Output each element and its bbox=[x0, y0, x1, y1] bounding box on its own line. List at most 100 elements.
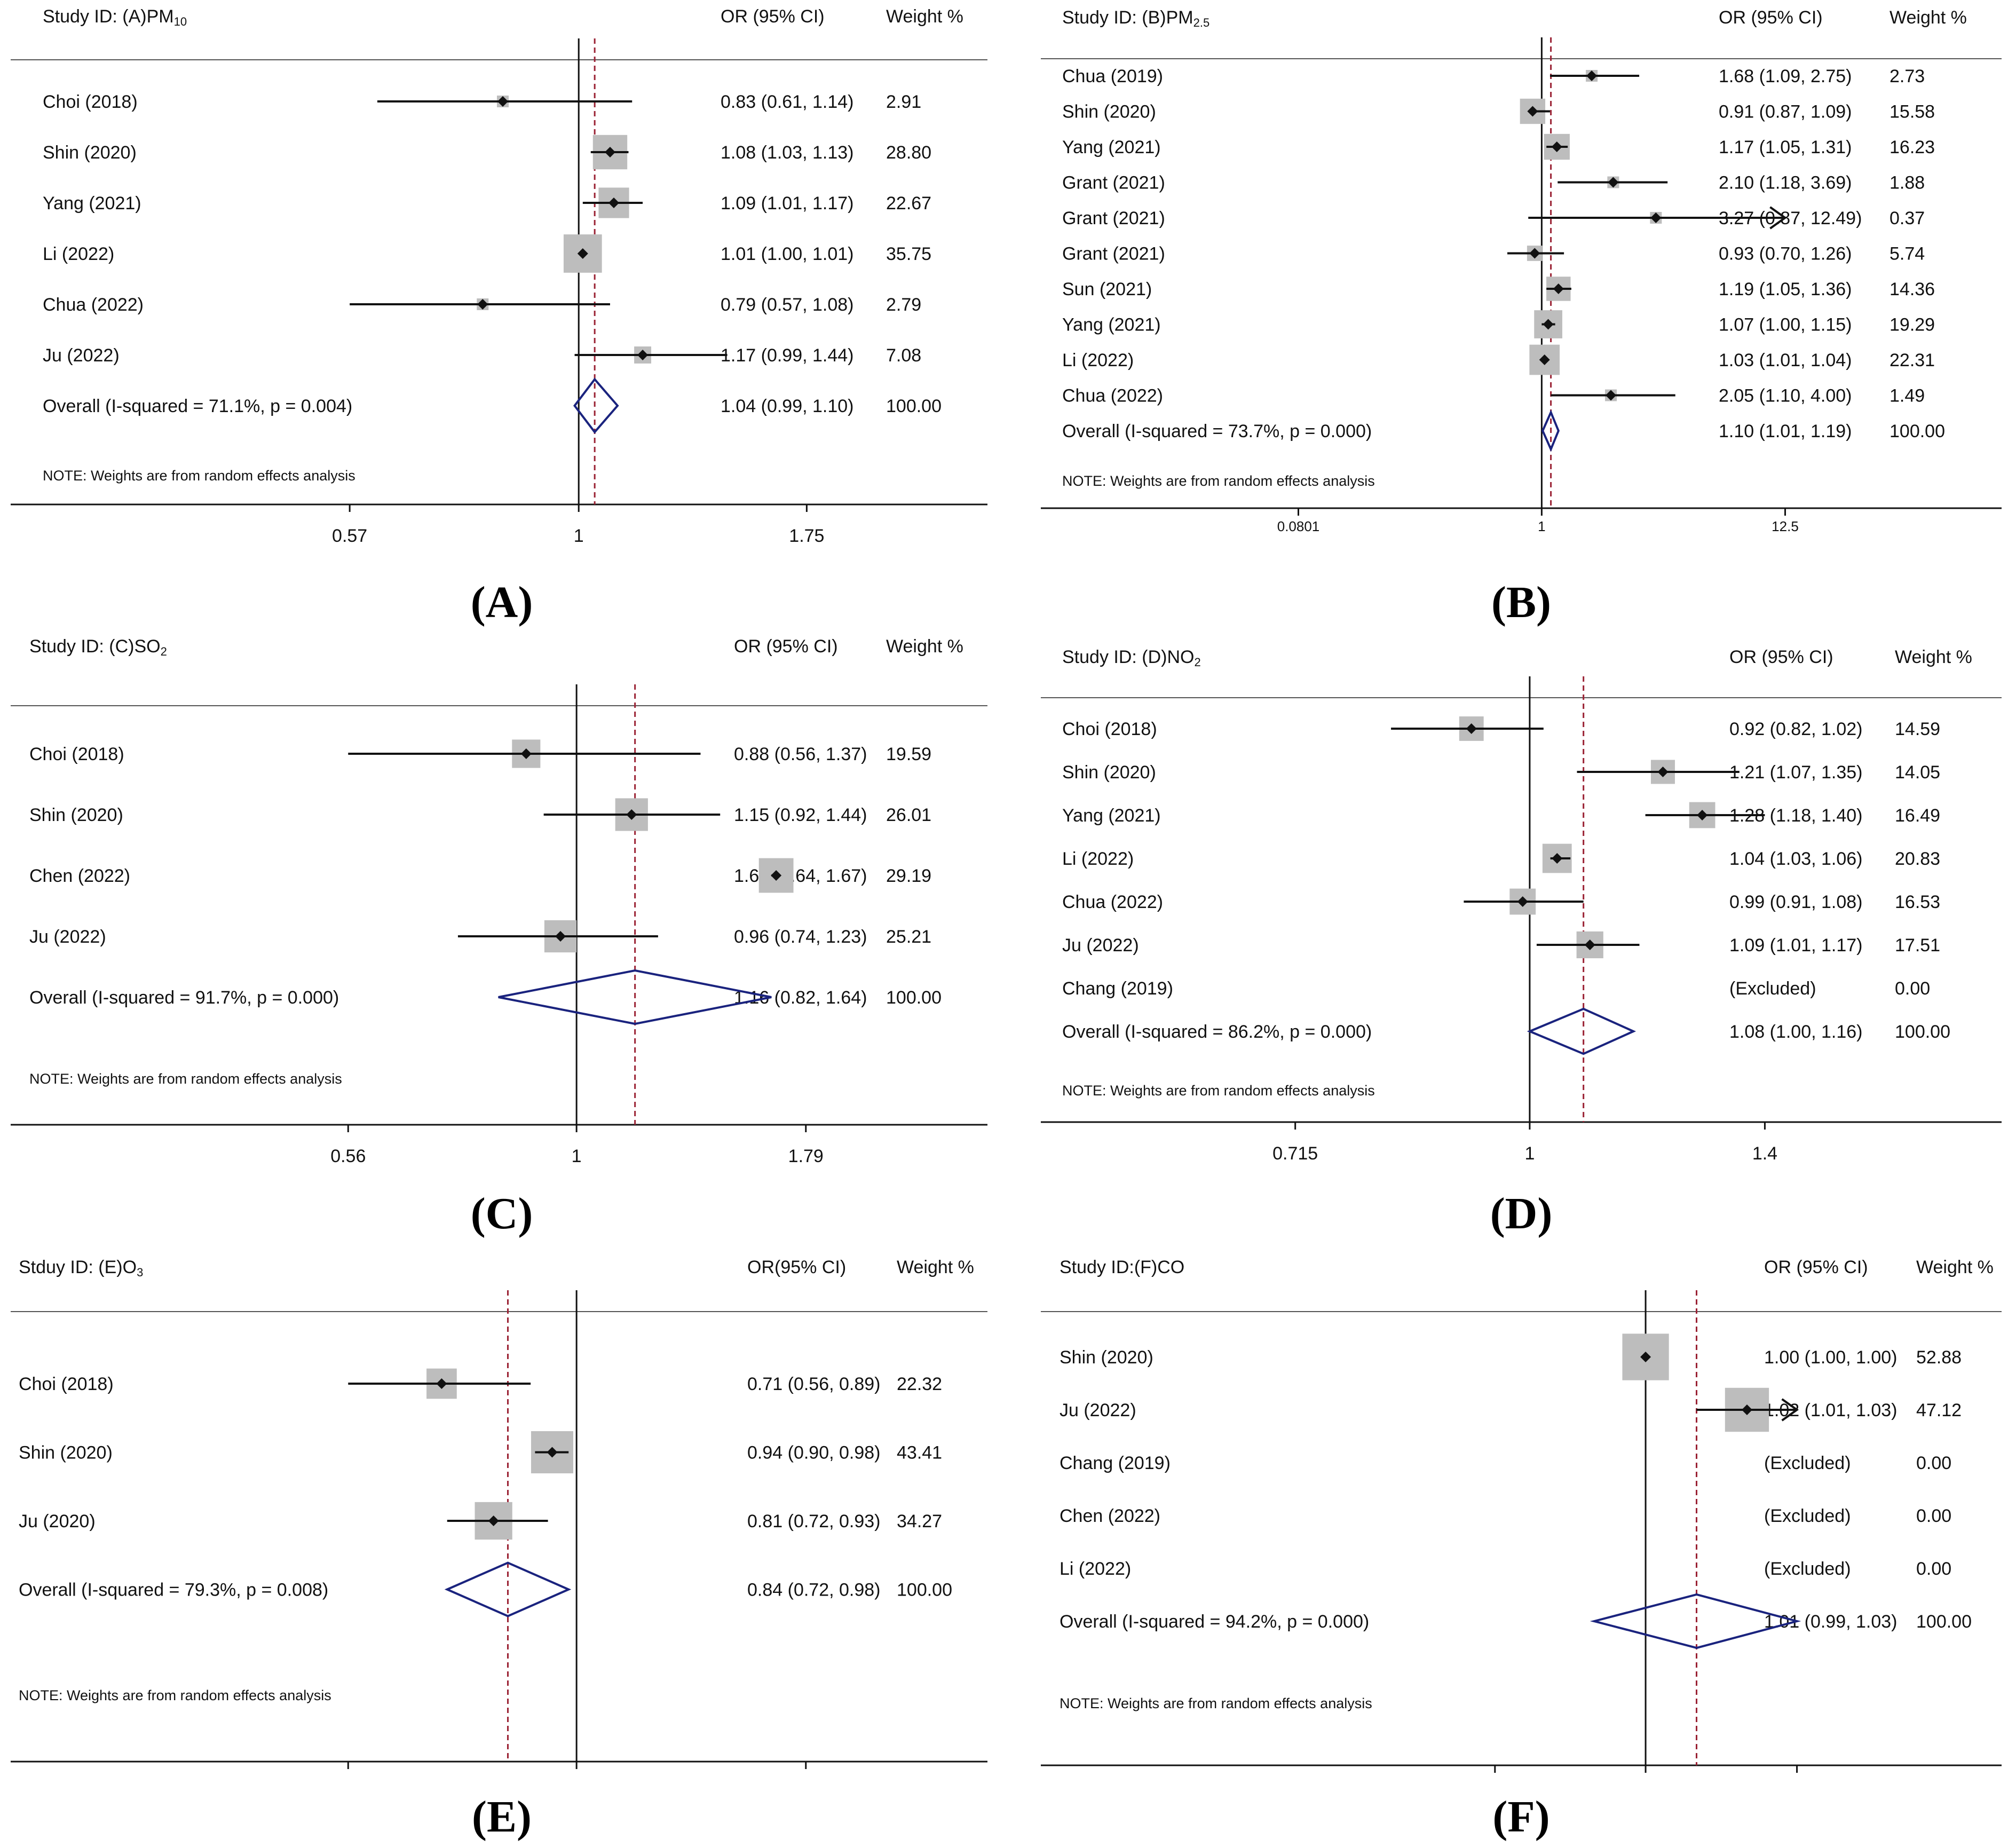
point-estimate bbox=[1539, 354, 1550, 365]
x-tick-label: 1.75 bbox=[789, 526, 824, 546]
header-or-ci: OR (95% CI) bbox=[1764, 1257, 1868, 1277]
study-label: Shin (2020) bbox=[19, 1443, 113, 1463]
study-weight: 43.41 bbox=[897, 1443, 942, 1463]
study-label: Ju (2022) bbox=[1062, 935, 1139, 956]
overall-diamond bbox=[1590, 1593, 1801, 1649]
study-label: Sun (2021) bbox=[1062, 279, 1152, 299]
point-estimate bbox=[771, 870, 782, 881]
study-or-ci: 1.08 (1.03, 1.13) bbox=[721, 143, 854, 163]
study-or-ci: 1.01 (1.00, 1.01) bbox=[721, 244, 854, 264]
study-weight: 0.00 bbox=[1916, 1453, 1951, 1473]
forest-panel-b: Study ID: (B)PM2.5 OR (95% CI) Weight % Chu… bbox=[1041, 0, 2002, 577]
study-weight: 47.12 bbox=[1916, 1400, 1962, 1420]
study-weight: 14.36 bbox=[1889, 279, 1935, 299]
forest-panel-f: Study ID:(F)CO OR (95% CI) Weight % Shin (2… bbox=[1041, 1244, 2002, 1783]
study-label: Shin (2020) bbox=[1062, 762, 1156, 783]
point-estimate bbox=[1650, 212, 1662, 223]
point-estimate bbox=[1741, 1404, 1752, 1415]
study-label: Shin (2020) bbox=[1060, 1347, 1153, 1368]
header-or-ci: OR (95% CI) bbox=[734, 636, 838, 657]
study-label: Ju (2022) bbox=[29, 927, 106, 947]
header-weight: Weight % bbox=[897, 1257, 974, 1277]
study-label: Grant (2021) bbox=[1062, 208, 1165, 228]
overall-diamond bbox=[444, 1561, 572, 1617]
forest-plot-e: Stduy ID: (E)O3 OR(95% CI) Weight % Choi (2… bbox=[11, 1257, 987, 1769]
overall-weight: 100.00 bbox=[886, 988, 942, 1008]
study-or-ci: 1.00 (1.00, 1.00) bbox=[1764, 1347, 1898, 1368]
point-estimate bbox=[626, 809, 637, 820]
study-or-ci: 1.15 (0.92, 1.44) bbox=[734, 805, 867, 825]
panel-label-f: (F) bbox=[1492, 1792, 1550, 1842]
x-tick-label: 1 bbox=[1538, 518, 1545, 534]
panel-label-c: (C) bbox=[470, 1189, 533, 1238]
panel-label-d: (D) bbox=[1490, 1189, 1553, 1238]
point-estimate bbox=[555, 931, 566, 942]
study-or-ci: 1.09 (1.01, 1.17) bbox=[1729, 935, 1863, 956]
point-estimate bbox=[488, 1516, 499, 1526]
point-estimate bbox=[1608, 177, 1619, 188]
forest-panel-e: Stduy ID: (E)O3 OR(95% CI) Weight % Choi (2… bbox=[11, 1244, 987, 1783]
study-label: Yang (2021) bbox=[1062, 137, 1161, 157]
study-label: Shin (2020) bbox=[29, 805, 123, 825]
forest-plot-f: Study ID:(F)CO OR (95% CI) Weight % Shin (2… bbox=[1041, 1257, 2002, 1773]
study-or-ci: 1.04 (1.03, 1.06) bbox=[1729, 849, 1863, 869]
ci-arrow bbox=[1781, 1398, 1799, 1422]
x-tick-label: 12.5 bbox=[1772, 518, 1799, 534]
study-label: Choi (2018) bbox=[29, 744, 124, 764]
study-label: Choi (2018) bbox=[1062, 719, 1157, 739]
forest-panel-a: Study ID: (A)PM10 OR (95% CI) Weight % Choi… bbox=[11, 0, 987, 577]
point-estimate bbox=[1640, 1352, 1651, 1362]
study-label: Chen (2022) bbox=[29, 866, 130, 886]
study-label: Shin (2020) bbox=[43, 143, 137, 163]
header-study-id: Stduy ID: (E)O3 bbox=[19, 1257, 143, 1279]
study-label: Ju (2022) bbox=[1060, 1400, 1136, 1420]
study-label: Chua (2022) bbox=[1062, 892, 1163, 912]
x-tick-label: 0.56 bbox=[330, 1146, 366, 1166]
study-label: Grant (2021) bbox=[1062, 173, 1165, 193]
study-label: Chua (2019) bbox=[1062, 66, 1163, 86]
header-study-id: Study ID: (D)NO2 bbox=[1062, 647, 1201, 669]
study-weight: 2.79 bbox=[886, 295, 921, 315]
study-weight: 22.32 bbox=[897, 1374, 942, 1394]
header-subscript: 3 bbox=[137, 1266, 143, 1279]
study-or-ci: 1.17 (0.99, 1.44) bbox=[721, 345, 854, 366]
study-or-ci: 1.03 (1.01, 1.04) bbox=[1719, 350, 1852, 370]
point-estimate bbox=[436, 1378, 447, 1389]
overall-weight: 100.00 bbox=[886, 396, 942, 416]
header-weight: Weight % bbox=[886, 636, 963, 657]
overall-or-ci: 1.04 (0.99, 1.10) bbox=[721, 396, 854, 416]
x-tick-label: 0.715 bbox=[1272, 1143, 1318, 1164]
point-estimate bbox=[520, 748, 532, 759]
study-or-ci: 1.19 (1.05, 1.36) bbox=[1719, 279, 1852, 299]
panel-label-b: (B) bbox=[1491, 578, 1551, 627]
weights-note: NOTE: Weights are from random effects an… bbox=[1062, 473, 1375, 489]
point-estimate bbox=[1606, 390, 1617, 401]
header-subscript: 10 bbox=[174, 15, 187, 28]
study-or-ci: 0.81 (0.72, 0.93) bbox=[747, 1511, 881, 1532]
study-label: Choi (2018) bbox=[19, 1374, 114, 1394]
study-or-ci: 1.07 (1.00, 1.15) bbox=[1719, 315, 1852, 335]
point-estimate bbox=[497, 96, 508, 107]
study-weight: 7.08 bbox=[886, 345, 921, 366]
point-estimate bbox=[604, 147, 615, 157]
x-tick-label: 1 bbox=[572, 1146, 582, 1166]
point-estimate bbox=[637, 350, 649, 360]
study-or-ci: 1.66 (1.64, 1.67) bbox=[734, 866, 867, 886]
ci-arrow bbox=[1769, 206, 1787, 230]
study-or-ci: (Excluded) bbox=[1729, 978, 1816, 999]
study-or-ci: 0.94 (0.90, 0.98) bbox=[747, 1443, 881, 1463]
header-weight: Weight % bbox=[1916, 1257, 1994, 1277]
study-or-ci: 1.09 (1.01, 1.17) bbox=[721, 193, 854, 214]
study-weight: 20.83 bbox=[1895, 849, 1940, 869]
header-weight: Weight % bbox=[1889, 7, 1967, 28]
overall-weight: 100.00 bbox=[897, 1580, 952, 1600]
study-label: Chua (2022) bbox=[43, 295, 144, 315]
point-estimate bbox=[1553, 283, 1564, 294]
weights-note: NOTE: Weights are from random effects an… bbox=[1062, 1083, 1375, 1099]
study-weight: 15.58 bbox=[1889, 102, 1935, 122]
study-label: Li (2022) bbox=[1060, 1559, 1131, 1579]
study-or-ci: 0.71 (0.56, 0.89) bbox=[747, 1374, 881, 1394]
study-label: Chang (2019) bbox=[1060, 1453, 1171, 1473]
point-estimate bbox=[1697, 810, 1708, 820]
forest-plot-b: Study ID: (B)PM2.5 OR (95% CI) Weight % Chu… bbox=[1041, 7, 2002, 534]
